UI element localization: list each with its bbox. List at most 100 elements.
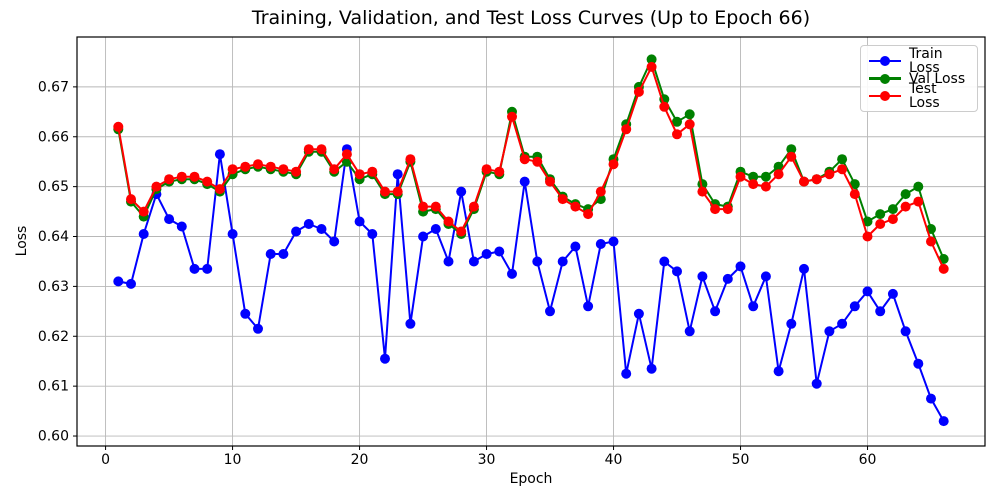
series-train-loss-marker xyxy=(799,263,809,274)
val-loss-marker-icon xyxy=(880,73,890,84)
legend-item-test-loss: Test Loss xyxy=(869,82,969,110)
test-loss-marker-icon xyxy=(880,91,890,101)
series-train-loss-marker xyxy=(938,416,949,427)
series-test-loss-marker xyxy=(532,156,543,167)
series-test-loss-marker xyxy=(278,164,289,175)
x-tick-label: 20 xyxy=(351,452,369,468)
series-train-loss-marker xyxy=(748,301,759,312)
series-test-loss-marker xyxy=(646,61,657,72)
series-train-loss-marker xyxy=(583,301,594,312)
series-test-loss-marker xyxy=(875,219,886,229)
series-val-loss-marker xyxy=(760,171,771,182)
y-tick-label: 0.61 xyxy=(38,379,69,395)
series-test-loss-marker xyxy=(176,171,187,182)
series-train-loss-marker xyxy=(189,263,200,274)
series-train-loss-marker xyxy=(697,271,708,282)
legend-item-val-loss: Val Loss xyxy=(869,70,969,87)
series-train-loss-marker xyxy=(456,186,467,197)
series-test-loss-marker xyxy=(862,231,873,242)
series-train-loss-marker xyxy=(494,246,505,257)
series-train-loss-marker xyxy=(532,256,543,267)
series-test-loss-marker xyxy=(710,204,721,215)
legend-label: Val Loss xyxy=(909,70,966,87)
series-test-loss-marker xyxy=(329,164,340,175)
series-test-loss-marker xyxy=(240,161,251,172)
series-test-loss-marker xyxy=(227,164,238,175)
series-test-loss-marker xyxy=(202,176,213,187)
series-train-loss-marker xyxy=(735,261,746,272)
series-test-loss-marker xyxy=(824,169,835,180)
series-test-loss-marker xyxy=(887,214,898,225)
series-train-loss-marker xyxy=(367,229,378,239)
series-test-loss-marker xyxy=(773,169,784,180)
series-train-loss-marker xyxy=(824,326,835,337)
x-tick-label: 30 xyxy=(478,452,496,468)
series-test-loss-marker xyxy=(303,144,314,155)
series-test-loss-marker xyxy=(900,201,911,212)
series-test-loss-marker xyxy=(913,196,924,207)
series-train-loss-marker xyxy=(468,256,479,267)
series-train-loss-marker xyxy=(633,308,644,319)
series-train-loss-marker xyxy=(316,224,327,234)
y-tick-label: 0.62 xyxy=(38,329,69,345)
series-test-loss-marker xyxy=(519,154,530,165)
series-test-loss-marker xyxy=(786,151,797,162)
series-test-loss-marker xyxy=(456,226,467,237)
legend-label: Test Loss xyxy=(909,81,940,111)
series-test-loss-marker xyxy=(430,201,441,212)
series-val-loss-marker xyxy=(684,109,695,120)
series-test-loss-marker xyxy=(367,166,378,177)
series-test-loss-marker xyxy=(138,206,149,217)
series-test-loss-marker xyxy=(760,181,771,192)
series-val-loss-marker xyxy=(672,116,682,127)
series-train-loss-marker xyxy=(684,326,695,337)
series-test-loss-marker xyxy=(468,201,479,212)
series-train-loss-marker xyxy=(849,301,860,312)
series-test-loss-marker xyxy=(748,179,759,190)
series-train-loss-marker xyxy=(303,219,314,229)
series-test-loss-marker xyxy=(621,124,632,135)
series-train-loss-marker xyxy=(176,221,187,232)
legend: Train Loss Val Loss Test Loss xyxy=(860,45,978,112)
series-train-loss-marker xyxy=(811,378,822,389)
series-train-loss-marker xyxy=(291,226,302,237)
series-val-loss-marker xyxy=(900,189,911,200)
series-train-loss-marker xyxy=(113,276,124,287)
legend-label: Train Loss xyxy=(909,46,943,76)
series-test-loss-marker xyxy=(735,171,746,182)
series-train-loss-marker xyxy=(875,306,886,317)
series-train-loss-marker xyxy=(926,393,936,404)
series-train-loss-marker xyxy=(760,271,771,282)
series-train-loss-marker xyxy=(138,229,149,239)
series-test-loss-marker xyxy=(799,176,809,187)
series-test-loss-marker xyxy=(926,236,936,247)
series-test-loss-marker xyxy=(633,86,644,97)
series-test-loss-marker xyxy=(380,186,390,197)
series-val-loss-marker xyxy=(748,171,759,182)
val-loss-line-swatch xyxy=(869,73,901,84)
series-train-loss-marker xyxy=(773,366,784,377)
series-train-loss-marker xyxy=(507,268,517,279)
y-tick-label: 0.67 xyxy=(38,79,69,95)
series-train-loss-marker xyxy=(265,249,276,259)
y-tick-label: 0.63 xyxy=(38,279,69,295)
series-val-loss-marker xyxy=(862,216,873,227)
x-axis-label: Epoch xyxy=(509,471,553,487)
series-train-loss-marker xyxy=(214,149,225,160)
series-val-loss-marker xyxy=(837,154,848,165)
series-train-loss-marker xyxy=(202,263,213,274)
series-test-loss-marker xyxy=(938,263,949,274)
series-val-loss-marker xyxy=(875,209,886,220)
train-loss-line-swatch xyxy=(869,56,901,66)
series-train-loss-marker xyxy=(126,278,136,289)
series-train-loss-marker xyxy=(570,241,581,252)
series-train-loss-marker xyxy=(380,353,390,364)
series-test-loss-marker xyxy=(164,174,175,185)
series-val-loss-marker xyxy=(887,204,898,215)
series-test-loss-marker xyxy=(316,144,327,155)
series-test-loss-marker xyxy=(481,164,492,175)
series-test-loss-marker xyxy=(583,209,594,220)
y-tick-label: 0.65 xyxy=(38,179,69,195)
